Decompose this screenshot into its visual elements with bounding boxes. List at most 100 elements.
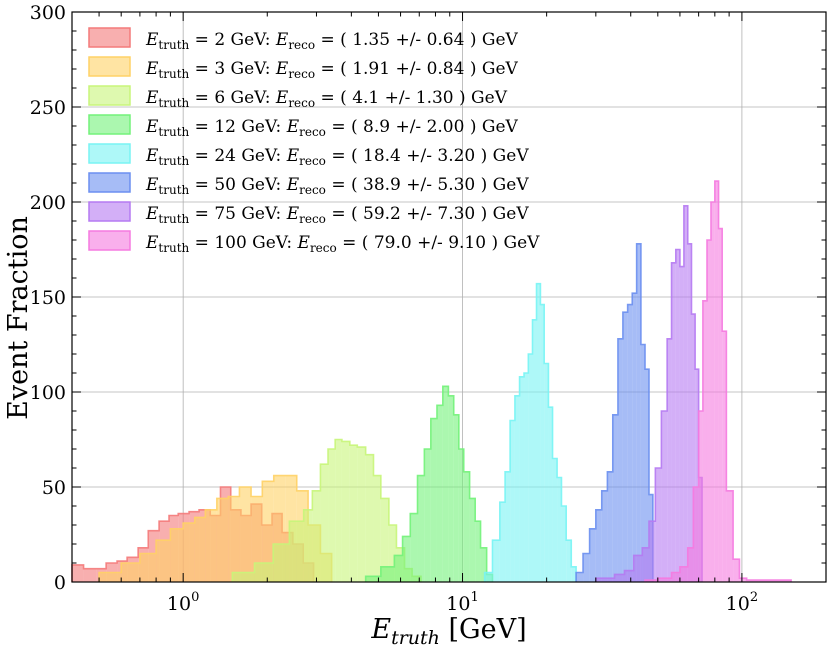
legend-swatch [88,114,131,135]
histogram-bar [303,509,313,582]
histogram-bar [475,521,481,582]
legend-label: Etruth = 12 GeV: Ereco = ( 8.9 +/- 2.00 … [145,117,519,139]
histogram-bar [492,540,500,582]
histogram-bar [667,338,672,582]
y-tick-label: 100 [30,382,66,404]
histogram-bar [139,553,157,582]
histogram-bar [683,205,688,583]
series-100-gev [644,180,792,582]
histogram-bar [205,509,217,582]
series-50-gev [575,243,654,583]
series-outline [231,438,422,582]
y-tick-label: 50 [42,477,66,499]
histogram-bar [519,376,525,582]
y-tick-label: 200 [30,192,66,214]
histogram-bar [614,574,625,582]
histogram-bar [702,300,707,582]
legend-swatch [88,27,131,48]
y-tick-label: 300 [30,2,66,24]
histogram-bar [524,373,529,582]
histogram-bar [583,553,590,582]
histogram-bar [695,369,699,582]
legend-label: Etruth = 50 GeV: Ereco = ( 38.9 +/- 5.30… [145,175,529,197]
histogram-bar [661,411,668,582]
histogram-bar [463,471,470,582]
legend-label: Etruth = 24 GeV: Ereco = ( 18.4 +/- 3.20… [145,146,529,168]
histogram-bar [469,498,476,582]
histogram-bar [335,439,342,582]
histogram-bar [624,570,634,582]
series-outline [364,385,494,582]
legend-label: Etruth = 75 GeV: Ereco = ( 59.2 +/- 7.30… [145,204,529,226]
histogram-bar [627,304,633,582]
histogram-bar [228,496,240,582]
histogram-bar [194,517,206,582]
histogram-bar [239,487,252,582]
legend-entry: Etruth = 6 GeV: Ereco = ( 4.1 +/- 1.30 )… [88,85,508,110]
histogram-series [71,180,792,583]
histogram-bar [655,468,662,582]
legend: Etruth = 2 GeV: Ereco = ( 1.35 +/- 0.64 … [88,27,540,255]
histogram-bar [675,249,680,582]
x-tick-label: 102 [726,590,758,615]
legend-swatch [88,201,131,222]
histogram-bar [388,525,397,582]
histogram-bar [430,418,437,582]
legend-entry: Etruth = 2 GeV: Ereco = ( 1.35 +/- 0.64 … [88,27,519,52]
series-outline [98,474,333,582]
legend-swatch [88,56,131,77]
histogram-bar [251,496,263,582]
histogram-bar [645,369,650,582]
histogram-bar [436,405,443,582]
legend-entry: Etruth = 75 GeV: Ereco = ( 59.2 +/- 7.30… [88,201,529,226]
legend-swatch [88,143,131,164]
legend-label: Etruth = 6 GeV: Ereco = ( 4.1 +/- 1.30 )… [145,88,508,110]
histogram-bar [72,564,84,582]
histogram-bar [758,580,792,582]
histogram-bar [739,578,747,582]
histogram-bar [83,568,97,582]
histogram-bar [714,181,719,582]
histogram-bar [601,490,608,582]
histogram-bar [183,523,195,582]
histogram-bar [499,502,506,582]
histogram-bar [617,338,623,582]
histogram-bar [693,487,699,582]
histogram-bar [679,266,684,582]
y-tick-label: 250 [30,97,66,119]
histogram-bar [156,540,171,582]
histogram-bar [576,572,584,582]
x-axis-label: Etruth [GeV] [370,614,526,647]
histogram-bar [480,547,487,582]
histogram-bar [632,293,637,582]
histogram-bar [232,572,255,582]
histogram-bar [561,506,567,582]
histogram-bar [394,555,403,582]
histogram-bar [671,262,676,582]
histogram-bar [710,202,715,582]
histogram-bar [698,411,703,582]
legend-swatch [88,230,131,251]
histogram-bar [273,544,290,582]
histogram-bar [706,240,711,582]
legend-swatch [88,172,131,193]
histogram-bar [170,528,184,582]
histogram-bar [410,513,418,582]
legend-entry: Etruth = 100 GeV: Ereco = ( 79.0 +/- 9.1… [88,230,540,255]
grid [72,12,826,582]
legend-label: Etruth = 2 GeV: Ereco = ( 1.35 +/- 0.64 … [145,30,519,52]
histogram-bar [595,578,615,582]
histogram-bar [484,572,493,582]
histogram-bar [687,243,692,583]
histogram-bar [121,563,140,582]
series-outline [483,282,577,582]
histogram-bar [566,540,572,582]
legend-entry: Etruth = 3 GeV: Ereco = ( 1.91 +/- 0.84 … [88,56,519,81]
histogram-bar [612,414,618,582]
histogram-bar [657,578,672,582]
series-outline [595,205,703,582]
x-tick-label: 100 [167,590,199,615]
histogram-bar [687,547,694,582]
